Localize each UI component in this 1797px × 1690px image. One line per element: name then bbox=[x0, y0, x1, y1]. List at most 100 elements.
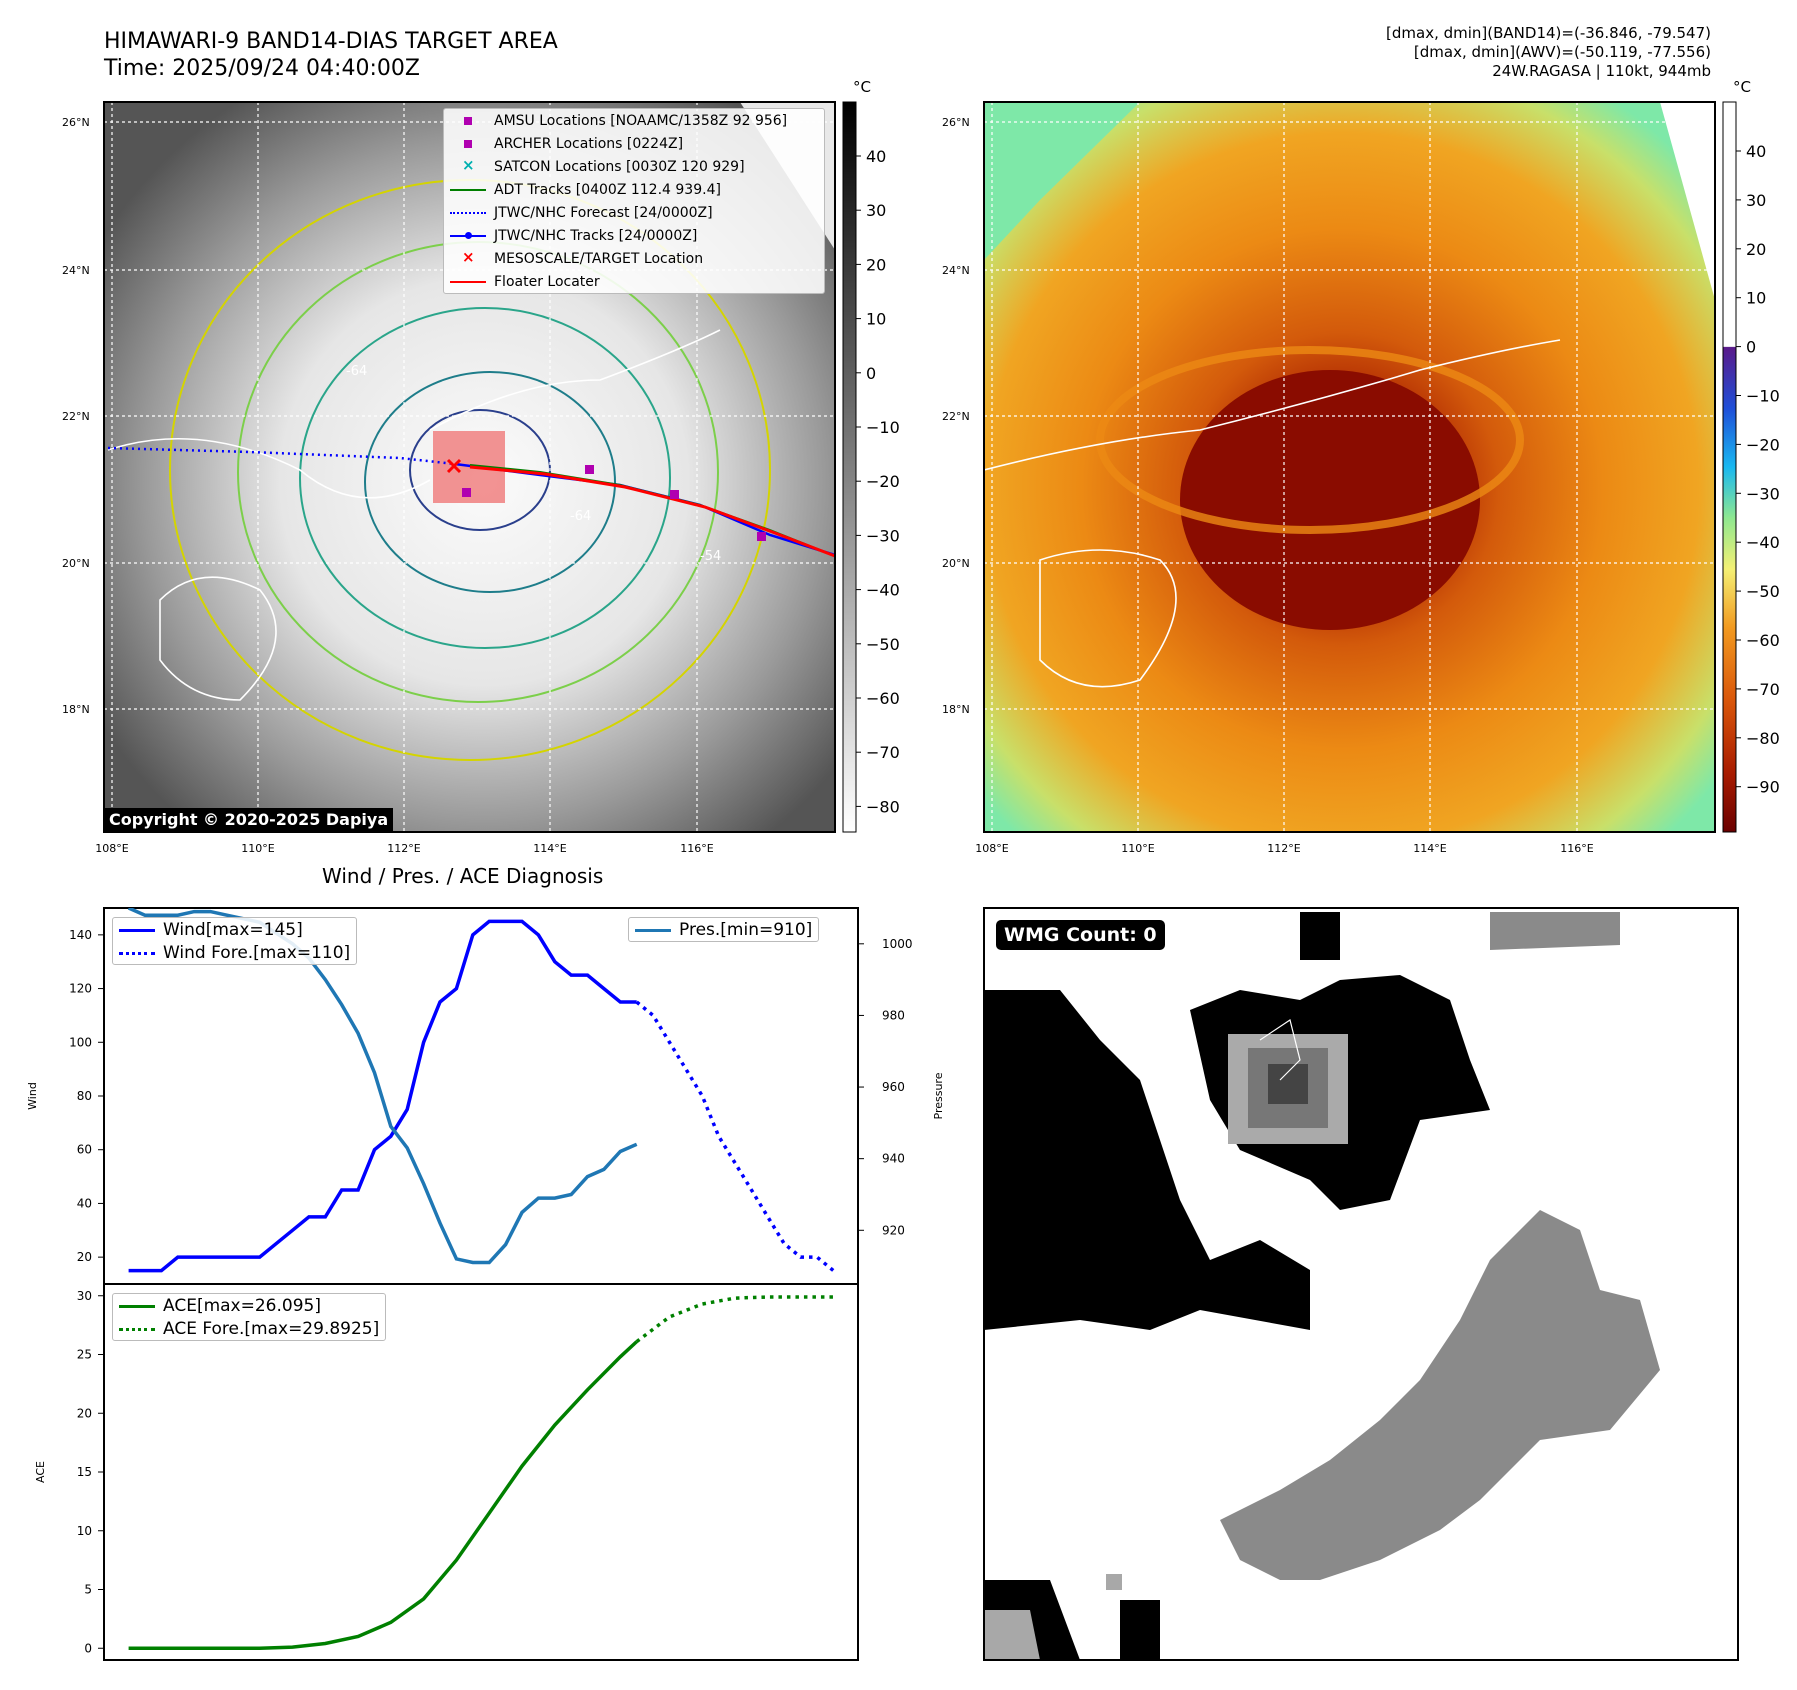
colorbar-tick-label: 20 bbox=[866, 255, 886, 274]
wmg-corner-cells bbox=[984, 1574, 1122, 1660]
colorbar-tick-label: −40 bbox=[1746, 533, 1780, 552]
colorbar-tick-label: −60 bbox=[1746, 631, 1780, 650]
y-tick-label: 60 bbox=[77, 1143, 92, 1157]
wind-forecast-legend-label: Wind Fore.[max=110] bbox=[163, 942, 351, 963]
ace-axis-label: ACE bbox=[34, 1461, 47, 1483]
map-legend-item: × MESOSCALE/TARGET Location bbox=[444, 247, 824, 270]
map-legend-label: SATCON Locations [0030Z 120 929] bbox=[494, 158, 745, 175]
storm-info: 24W.RAGASA | 110kt, 944mb bbox=[1492, 62, 1711, 80]
stats-band14: [dmax, dmin](BAND14)=(-36.846, -79.547) bbox=[1386, 24, 1711, 42]
lon-label-right: 110°E bbox=[1121, 842, 1154, 855]
lat-label-left: 24°N bbox=[62, 264, 90, 277]
legend-symbol-x: × bbox=[462, 155, 475, 174]
ace-chart: 0 5 10 15 20 25 30 ACE bbox=[34, 1283, 859, 1661]
lat-label-right: 22°N bbox=[942, 410, 970, 423]
colorbar-tick-label: −50 bbox=[866, 635, 900, 654]
lon-label-left: 108°E bbox=[95, 842, 128, 855]
diagnosis-title: Wind / Pres. / ACE Diagnosis bbox=[322, 864, 604, 888]
lat-label-right: 20°N bbox=[942, 557, 970, 570]
y-tick-label: 20 bbox=[77, 1250, 92, 1264]
map-legend-item: AMSU Locations [NOAAMC/1358Z 92 956] bbox=[444, 109, 824, 132]
lon-label-left: 110°E bbox=[241, 842, 274, 855]
colorbar-tick-label: −20 bbox=[866, 472, 900, 491]
pressure-legend: Pres.[min=910] bbox=[628, 917, 820, 942]
lon-label-right: 116°E bbox=[1560, 842, 1593, 855]
ace-forecast-legend-label: ACE Fore.[max=29.8925] bbox=[163, 1318, 380, 1339]
colorbar-tick-label: 10 bbox=[866, 310, 886, 329]
lat-label-right: 24°N bbox=[942, 264, 970, 277]
wind-legend-label: Wind[max=145] bbox=[163, 919, 303, 940]
lat-label-left: 26°N bbox=[62, 116, 90, 129]
contour-ring bbox=[364, 371, 616, 593]
figure-stats: [dmax, dmin](BAND14)=(-36.846, -79.547) … bbox=[1386, 24, 1711, 81]
jtwc-forecast-track bbox=[107, 446, 456, 466]
series-line-0-2 bbox=[127, 908, 638, 1265]
wmg-core bbox=[1228, 1034, 1348, 1144]
colorbar-tick-label: −60 bbox=[866, 689, 900, 708]
lat-label-left: 20°N bbox=[62, 557, 90, 570]
y2-tick-label: 980 bbox=[882, 1008, 905, 1022]
left-colorbar-unit: °C bbox=[853, 78, 871, 96]
colorbar-tick-label: −40 bbox=[866, 581, 900, 600]
map-legend-label: MESOSCALE/TARGET Location bbox=[494, 250, 704, 267]
ace-forecast-swatch bbox=[119, 1328, 155, 1331]
colorbar-tick-label: 30 bbox=[866, 201, 886, 220]
contour-label: -64 bbox=[346, 364, 367, 379]
stats-awv: [dmax, dmin](AWV)=(-50.119, -77.556) bbox=[1413, 43, 1711, 61]
map-legend-label: ARCHER Locations [0224Z] bbox=[494, 135, 684, 152]
map-legend-label: ADT Tracks [0400Z 112.4 939.4] bbox=[494, 181, 721, 198]
contour-ring bbox=[299, 307, 671, 649]
right-ir-map bbox=[983, 101, 1716, 833]
legend-symbol-square bbox=[450, 137, 486, 151]
coastline bbox=[107, 438, 431, 499]
map-legend: AMSU Locations [NOAAMC/1358Z 92 956] ARCH… bbox=[443, 108, 825, 294]
y-tick-label: 5 bbox=[84, 1583, 92, 1597]
colorbar-tick-label: −80 bbox=[866, 797, 900, 816]
pressure-axis-label: Pressure bbox=[932, 1072, 945, 1119]
wind-line-swatch bbox=[119, 929, 155, 932]
pressure-legend-label: Pres.[min=910] bbox=[679, 919, 813, 940]
coastline bbox=[429, 329, 721, 431]
title-line-1: HIMAWARI-9 BAND14-DIAS TARGET AREA bbox=[104, 29, 558, 54]
colorbar-tick-label: −20 bbox=[1746, 435, 1780, 454]
map-legend-label: JTWC/NHC Tracks [24/0000Z] bbox=[494, 227, 698, 244]
lon-label-left: 116°E bbox=[680, 842, 713, 855]
legend-symbol-line bbox=[450, 275, 486, 289]
amsu-markers bbox=[462, 465, 766, 541]
contour-label: -54 bbox=[700, 549, 721, 564]
colorbar-tick-label: 10 bbox=[1746, 289, 1766, 308]
y-tick-label: 120 bbox=[69, 982, 92, 996]
lon-label-right: 108°E bbox=[975, 842, 1008, 855]
lon-label-right: 112°E bbox=[1267, 842, 1300, 855]
lon-label-right: 114°E bbox=[1413, 842, 1446, 855]
y-tick-label: 80 bbox=[77, 1089, 92, 1103]
y-tick-label: 15 bbox=[77, 1465, 92, 1479]
colorbar-tick-label: 0 bbox=[866, 364, 876, 383]
right-colorbar-unit: °C bbox=[1733, 78, 1751, 96]
legend-symbol-line-dot bbox=[450, 229, 486, 243]
series-line-0-0 bbox=[128, 919, 637, 1273]
colorbar-tick-label: −10 bbox=[1746, 387, 1780, 406]
map-grid bbox=[984, 102, 1715, 832]
ace-legend: ACE[max=26.095] ACE Fore.[max=29.8925] bbox=[112, 1293, 387, 1341]
colorbar-tick-label: 40 bbox=[866, 147, 886, 166]
pressure-line-swatch bbox=[635, 929, 671, 932]
colorbar-tick-label: −10 bbox=[866, 418, 900, 437]
colorbar-tick-label: 40 bbox=[1746, 142, 1766, 161]
y-tick-label: 40 bbox=[77, 1196, 92, 1210]
map-legend-item: ARCHER Locations [0224Z] bbox=[444, 132, 824, 155]
y-tick-label: 10 bbox=[77, 1524, 92, 1538]
right-colorbar: 40 30 20 10 0 −10 −20 −30 −40 −50 −60 −70 −80 −90 bbox=[1722, 101, 1780, 833]
colorbar-tick-label: −90 bbox=[1746, 778, 1780, 797]
colorbar-tick-label: −70 bbox=[866, 743, 900, 762]
lon-label-left: 112°E bbox=[387, 842, 420, 855]
y2-tick-label: 920 bbox=[882, 1223, 905, 1237]
legend-symbol-line bbox=[450, 183, 486, 197]
y-tick-label: 30 bbox=[77, 1289, 92, 1303]
legend-symbol-x: × bbox=[462, 247, 475, 266]
colorbar-tick-label: −80 bbox=[1746, 729, 1780, 748]
contour-label: -64 bbox=[570, 509, 591, 524]
colorbar-tick-label: 20 bbox=[1746, 240, 1766, 259]
target-location-marker bbox=[446, 458, 462, 474]
